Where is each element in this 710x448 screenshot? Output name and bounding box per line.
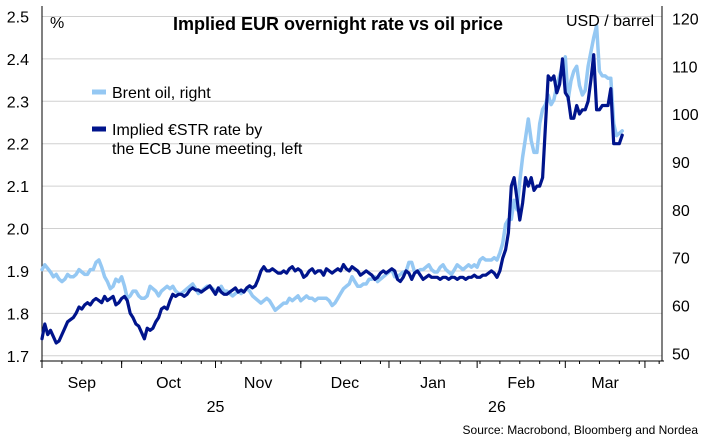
left-tick-label: 2.1: [7, 179, 29, 196]
right-tick-label: 80: [672, 203, 690, 220]
left-tick-label: 1.7: [7, 349, 29, 366]
legend: Brent oil, right Implied €STR rate by the …: [92, 85, 303, 158]
left-tick-label: 1.9: [7, 264, 29, 281]
series-lines: [40, 23, 624, 345]
legend-label: the ECB June meeting, left: [112, 141, 303, 158]
left-axis-ticks: 1.7 1.8 1.9 2.0 2.1 2.2 2.3 2.4 2.5: [7, 9, 29, 365]
series-line-brent: [40, 23, 624, 313]
left-tick-label: 2.2: [7, 137, 29, 154]
legend-label: Brent oil, right: [112, 85, 211, 102]
right-tick-label: 100: [672, 107, 699, 124]
x-year-label: 25: [207, 399, 225, 416]
x-tick-label: Nov: [244, 375, 272, 392]
legend-label: Implied €STR rate by: [112, 122, 262, 139]
right-tick-label: 60: [672, 298, 690, 315]
right-tick-label: 50: [672, 346, 690, 363]
left-tick-label: 2.3: [7, 94, 29, 111]
x-tick-label: Mar: [591, 375, 619, 392]
x-year-label: 26: [488, 399, 506, 416]
left-axis-unit: %: [50, 15, 64, 32]
x-tick-label: Feb: [507, 375, 535, 392]
source-note: Source: Macrobond, Bloomberg and Nordea: [463, 423, 699, 437]
right-axis-ticks: 50 60 70 80 90 100 110 120: [672, 12, 699, 364]
x-tick-label: Dec: [331, 375, 359, 392]
right-tick-label: 110: [672, 59, 698, 76]
chart-title: Implied EUR overnight rate vs oil price: [173, 14, 503, 34]
x-tick-label: Sep: [68, 375, 97, 392]
x-tick-label: Jan: [420, 375, 446, 392]
right-axis-unit: USD / barrel: [566, 13, 654, 30]
left-tick-label: 1.8: [7, 306, 29, 323]
series-line-estr: [40, 53, 624, 345]
x-tick-label: Oct: [156, 375, 181, 392]
x-axis: Sep Oct Nov Dec Jan Feb Mar 25 26: [40, 6, 664, 416]
right-tick-label: 70: [672, 251, 690, 268]
right-tick-label: 120: [672, 12, 699, 29]
right-tick-label: 90: [672, 155, 690, 172]
left-tick-label: 2.0: [7, 222, 29, 239]
gridlines: [42, 15, 662, 357]
left-tick-label: 2.5: [7, 9, 29, 26]
left-tick-label: 2.4: [7, 52, 29, 69]
